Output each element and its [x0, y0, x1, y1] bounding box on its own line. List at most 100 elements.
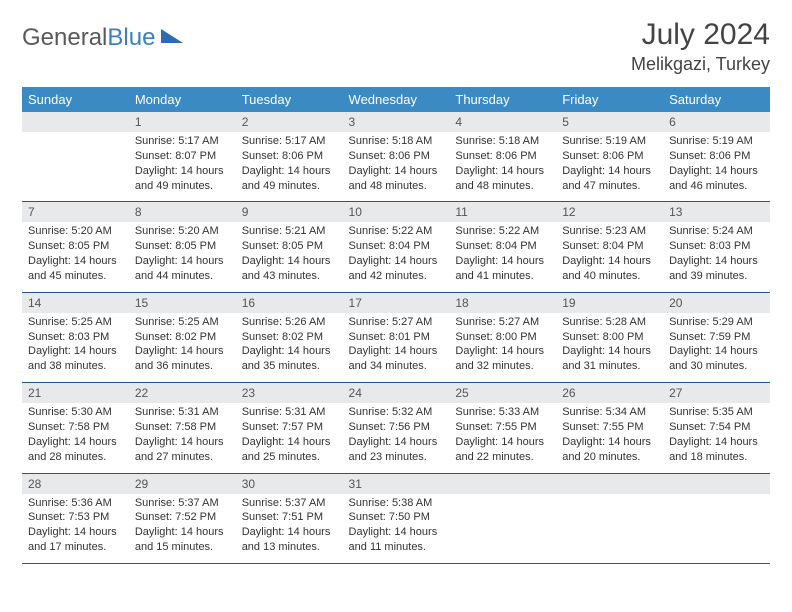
day-body: Sunrise: 5:37 AMSunset: 7:52 PMDaylight:… — [129, 494, 236, 563]
daylight-line: Daylight: 14 hours and 25 minutes. — [242, 435, 337, 465]
daylight-line: Daylight: 14 hours and 17 minutes. — [28, 525, 123, 555]
day-cell: 18Sunrise: 5:27 AMSunset: 8:00 PMDayligh… — [449, 292, 556, 382]
sunset-line: Sunset: 8:00 PM — [562, 330, 657, 345]
weekday-header: Sunday — [22, 87, 129, 112]
day-cell: 16Sunrise: 5:26 AMSunset: 8:02 PMDayligh… — [236, 292, 343, 382]
weekday-header: Thursday — [449, 87, 556, 112]
day-cell: 21Sunrise: 5:30 AMSunset: 7:58 PMDayligh… — [22, 383, 129, 473]
sunrise-line: Sunrise: 5:38 AM — [349, 496, 444, 511]
sunset-line: Sunset: 8:06 PM — [242, 149, 337, 164]
day-number: 28 — [22, 474, 129, 494]
logo-text: GeneralBlue — [22, 24, 155, 52]
sunset-line: Sunset: 7:50 PM — [349, 510, 444, 525]
day-cell: 28 Sunrise: 5:36 AMSunset: 7:53 PMDayligh… — [22, 473, 129, 563]
sunrise-line: Sunrise: 5:24 AM — [669, 224, 764, 239]
logo-icon — [161, 29, 183, 43]
header: GeneralBlue July 2024 Melikgazi, Turkey — [22, 18, 770, 75]
day-number: 31 — [343, 474, 450, 494]
day-number: 3 — [343, 112, 450, 132]
day-number: 2 — [236, 112, 343, 132]
day-cell: 6Sunrise: 5:19 AMSunset: 8:06 PMDaylight… — [663, 112, 770, 202]
empty-daynum — [449, 474, 556, 494]
day-number: 24 — [343, 383, 450, 403]
day-cell — [556, 473, 663, 563]
sunrise-line: Sunrise: 5:30 AM — [28, 405, 123, 420]
day-cell: 7Sunrise: 5:20 AMSunset: 8:05 PMDaylight… — [22, 202, 129, 292]
empty-body — [556, 494, 663, 550]
daylight-line: Daylight: 14 hours and 28 minutes. — [28, 435, 123, 465]
day-cell: 27Sunrise: 5:35 AMSunset: 7:54 PMDayligh… — [663, 383, 770, 473]
day-number: 6 — [663, 112, 770, 132]
day-cell: 13Sunrise: 5:24 AMSunset: 8:03 PMDayligh… — [663, 202, 770, 292]
day-number: 20 — [663, 293, 770, 313]
day-body: Sunrise: 5:22 AMSunset: 8:04 PMDaylight:… — [449, 222, 556, 291]
sunrise-line: Sunrise: 5:19 AM — [562, 134, 657, 149]
daylight-line: Daylight: 14 hours and 47 minutes. — [562, 164, 657, 194]
daylight-line: Daylight: 14 hours and 45 minutes. — [28, 254, 123, 284]
day-body: Sunrise: 5:23 AMSunset: 8:04 PMDaylight:… — [556, 222, 663, 291]
day-body: Sunrise: 5:20 AMSunset: 8:05 PMDaylight:… — [129, 222, 236, 291]
sunrise-line: Sunrise: 5:37 AM — [135, 496, 230, 511]
sunset-line: Sunset: 8:00 PM — [455, 330, 550, 345]
daylight-line: Daylight: 14 hours and 39 minutes. — [669, 254, 764, 284]
sunrise-line: Sunrise: 5:35 AM — [669, 405, 764, 420]
daylight-line: Daylight: 14 hours and 31 minutes. — [562, 344, 657, 374]
calendar-row: 28Sunrise: 5:36 AMSunset: 7:53 PMDayligh… — [22, 473, 770, 563]
day-cell: 22Sunrise: 5:31 AMSunset: 7:58 PMDayligh… — [129, 383, 236, 473]
weekday-header: Tuesday — [236, 87, 343, 112]
day-number: 13 — [663, 202, 770, 222]
calendar-table: SundayMondayTuesdayWednesdayThursdayFrid… — [22, 87, 770, 564]
daylight-line: Daylight: 14 hours and 30 minutes. — [669, 344, 764, 374]
day-body: Sunrise: 5:18 AMSunset: 8:06 PMDaylight:… — [343, 132, 450, 201]
sunrise-line: Sunrise: 5:25 AM — [28, 315, 123, 330]
sunrise-line: Sunrise: 5:31 AM — [242, 405, 337, 420]
day-body: Sunrise: 5:27 AMSunset: 8:00 PMDaylight:… — [449, 313, 556, 382]
day-body: Sunrise: 5:28 AMSunset: 8:00 PMDaylight:… — [556, 313, 663, 382]
calendar-row: 1Sunrise: 5:17 AMSunset: 8:07 PMDaylight… — [22, 112, 770, 202]
sunset-line: Sunset: 7:53 PM — [28, 510, 123, 525]
day-number: 26 — [556, 383, 663, 403]
sunset-line: Sunset: 7:55 PM — [455, 420, 550, 435]
daylight-line: Daylight: 14 hours and 49 minutes. — [242, 164, 337, 194]
sunset-line: Sunset: 8:06 PM — [349, 149, 444, 164]
day-number: 4 — [449, 112, 556, 132]
logo-part2: Blue — [107, 24, 155, 51]
sunrise-line: Sunrise: 5:36 AM — [28, 496, 123, 511]
title-block: July 2024 Melikgazi, Turkey — [631, 18, 770, 75]
day-number: 19 — [556, 293, 663, 313]
sunrise-line: Sunrise: 5:17 AM — [135, 134, 230, 149]
sunrise-line: Sunrise: 5:26 AM — [242, 315, 337, 330]
day-cell: 9Sunrise: 5:21 AMSunset: 8:05 PMDaylight… — [236, 202, 343, 292]
day-number: 25 — [449, 383, 556, 403]
daylight-line: Daylight: 14 hours and 27 minutes. — [135, 435, 230, 465]
sunrise-line: Sunrise: 5:19 AM — [669, 134, 764, 149]
day-cell: 12Sunrise: 5:23 AMSunset: 8:04 PMDayligh… — [556, 202, 663, 292]
daylight-line: Daylight: 14 hours and 35 minutes. — [242, 344, 337, 374]
empty-daynum — [556, 474, 663, 494]
day-number: 29 — [129, 474, 236, 494]
day-body: Sunrise: 5:31 AMSunset: 7:58 PMDaylight:… — [129, 403, 236, 472]
day-cell: 30Sunrise: 5:37 AMSunset: 7:51 PMDayligh… — [236, 473, 343, 563]
daylight-line: Daylight: 14 hours and 20 minutes. — [562, 435, 657, 465]
day-cell: 25Sunrise: 5:33 AMSunset: 7:55 PMDayligh… — [449, 383, 556, 473]
sunset-line: Sunset: 8:05 PM — [242, 239, 337, 254]
day-cell: 17Sunrise: 5:27 AMSunset: 8:01 PMDayligh… — [343, 292, 450, 382]
daylight-line: Daylight: 14 hours and 15 minutes. — [135, 525, 230, 555]
daylight-line: Daylight: 14 hours and 49 minutes. — [135, 164, 230, 194]
day-cell: 8Sunrise: 5:20 AMSunset: 8:05 PMDaylight… — [129, 202, 236, 292]
day-body: Sunrise: 5:33 AMSunset: 7:55 PMDaylight:… — [449, 403, 556, 472]
day-cell: 19Sunrise: 5:28 AMSunset: 8:00 PMDayligh… — [556, 292, 663, 382]
day-number: 17 — [343, 293, 450, 313]
daylight-line: Daylight: 14 hours and 32 minutes. — [455, 344, 550, 374]
day-cell: 4Sunrise: 5:18 AMSunset: 8:06 PMDaylight… — [449, 112, 556, 202]
sunset-line: Sunset: 8:06 PM — [455, 149, 550, 164]
sunset-line: Sunset: 8:04 PM — [562, 239, 657, 254]
daylight-line: Daylight: 14 hours and 41 minutes. — [455, 254, 550, 284]
daylight-line: Daylight: 14 hours and 48 minutes. — [349, 164, 444, 194]
day-number: 8 — [129, 202, 236, 222]
daylight-line: Daylight: 14 hours and 46 minutes. — [669, 164, 764, 194]
sunset-line: Sunset: 7:52 PM — [135, 510, 230, 525]
sunset-line: Sunset: 7:59 PM — [669, 330, 764, 345]
sunset-line: Sunset: 7:55 PM — [562, 420, 657, 435]
day-body: Sunrise: 5:38 AMSunset: 7:50 PMDaylight:… — [343, 494, 450, 563]
